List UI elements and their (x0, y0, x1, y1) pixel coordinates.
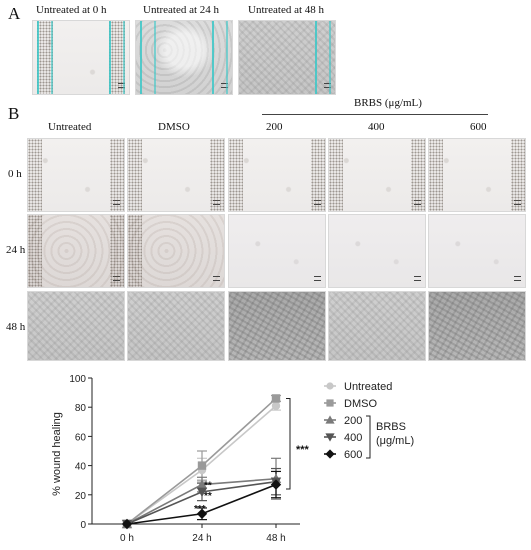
significance-24h: ** (204, 491, 212, 502)
legend-label-Untreated: Untreated (344, 381, 392, 393)
legend-label-DMSO: DMSO (344, 398, 377, 410)
data-point-Untreated (271, 401, 281, 410)
group-header-rule (262, 114, 488, 115)
legend-bracket (366, 415, 371, 459)
x-tick-label: 24 h (192, 533, 211, 544)
legend-group-label: BRBS (376, 421, 406, 433)
micrograph-400-48h (328, 291, 426, 361)
legend-marker-200 (325, 415, 335, 424)
micrograph-untreated-24h (27, 214, 125, 288)
data-point-600 (121, 518, 133, 530)
chart-legend: Untreated DMSO 200 400 600 BRBS (μg/mL) (324, 381, 414, 461)
micrograph-untreated-0h (27, 138, 125, 212)
legend-marker-400 (325, 433, 335, 442)
micrograph-200-24h (228, 214, 326, 288)
micrograph-600-0h (428, 138, 526, 212)
column-header-dmso: DMSO (158, 121, 190, 133)
micrograph-400-0h (328, 138, 426, 212)
row-label-48h: 48 h (6, 321, 26, 333)
data-point-DMSO (271, 394, 281, 403)
data-point-DMSO (197, 461, 207, 470)
legend-marker-Untreated (326, 382, 334, 390)
data-point-600 (270, 479, 282, 490)
micrograph-dmso-24h (127, 214, 225, 288)
y-tick-label: 40 (75, 462, 87, 473)
micrograph-dmso-0h (127, 138, 225, 212)
micrograph-200-48h (228, 291, 326, 361)
micrograph-600-48h (428, 291, 526, 361)
legend-marker-DMSO (326, 399, 334, 407)
y-tick-label: 0 (80, 520, 86, 531)
panel-a-caption-48h: Untreated at 48 h (248, 4, 325, 16)
data-point-400 (196, 487, 208, 498)
significance-24h: ** (204, 481, 212, 492)
y-tick-label: 100 (69, 374, 86, 385)
data-point-200 (196, 479, 208, 489)
wound-healing-chart: 0 20 40 60 80 100 0 h 24 h 48 h Untreated DMSO 200… (51, 374, 414, 544)
column-header-untreated: Untreated (48, 121, 92, 133)
x-tick-label: 48 h (266, 533, 285, 544)
y-tick-label: 80 (75, 403, 87, 414)
panel-b-letter: B (8, 104, 20, 123)
panel-a-caption-0h: Untreated at 0 h (36, 4, 107, 16)
y-tick-label: 60 (75, 432, 87, 443)
column-header-200: 200 (266, 121, 283, 133)
micrograph-200-0h (228, 138, 326, 212)
micrograph-dmso-48h (127, 291, 225, 361)
legend-group-unit: (μg/mL) (376, 435, 414, 447)
significance-bracket (286, 397, 291, 490)
micrograph-untreated-24h-outlined (135, 20, 233, 95)
significance-48h: *** (296, 444, 310, 456)
micrograph-600-24h (428, 214, 526, 288)
legend-label-400: 400 (344, 432, 362, 444)
panel-a-caption-24h: Untreated at 24 h (143, 4, 220, 16)
x-tick-label: 0 h (120, 533, 134, 544)
legend-marker-600 (325, 449, 335, 459)
micrograph-untreated-48h-outlined (238, 20, 336, 95)
y-tick-label: 20 (75, 491, 87, 502)
micrograph-untreated-48h (27, 291, 125, 361)
group-header-brbs: BRBS (μg/mL) (354, 97, 422, 109)
legend-label-200: 200 (344, 415, 362, 427)
row-label-0h: 0 h (8, 168, 22, 180)
column-header-600: 600 (470, 121, 487, 133)
panel-a-letter: A (8, 4, 21, 23)
significance-annotations: ********** (194, 397, 310, 515)
chart-axes: 0 20 40 60 80 100 0 h 24 h 48 h (69, 374, 300, 544)
significance-24h: *** (194, 504, 206, 515)
y-axis-label: % wound healing (51, 412, 63, 496)
column-header-400: 400 (368, 121, 385, 133)
row-label-24h: 24 h (6, 244, 26, 256)
micrograph-400-24h (328, 214, 426, 288)
legend-label-600: 600 (344, 449, 362, 461)
micrograph-untreated-0h-outlined (32, 20, 130, 95)
